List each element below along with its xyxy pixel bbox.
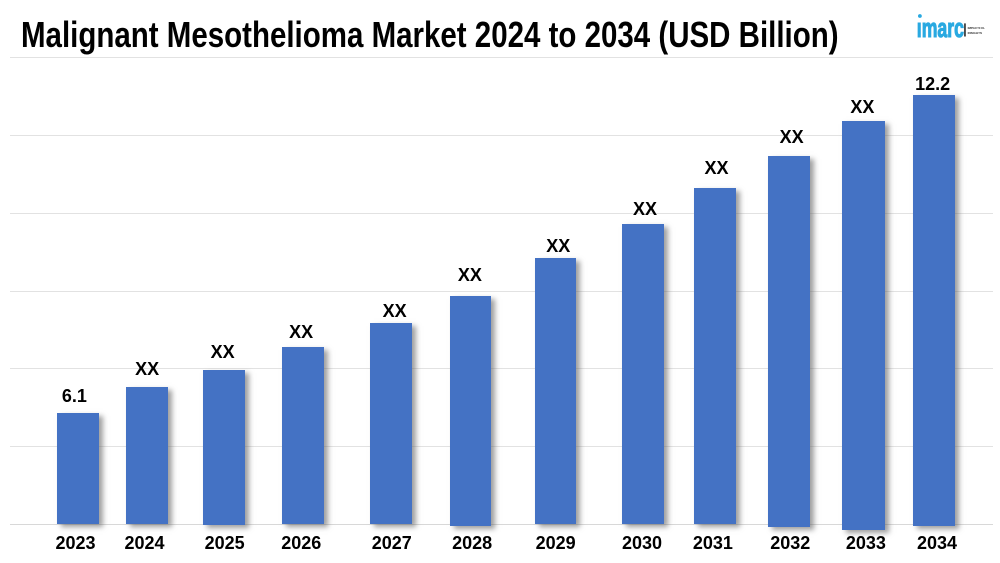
svg-text:INSIGHTS: INSIGHTS (968, 31, 982, 35)
svg-text:IMPACTFUL: IMPACTFUL (968, 26, 986, 30)
svg-text:ımarc: ımarc (917, 12, 964, 43)
